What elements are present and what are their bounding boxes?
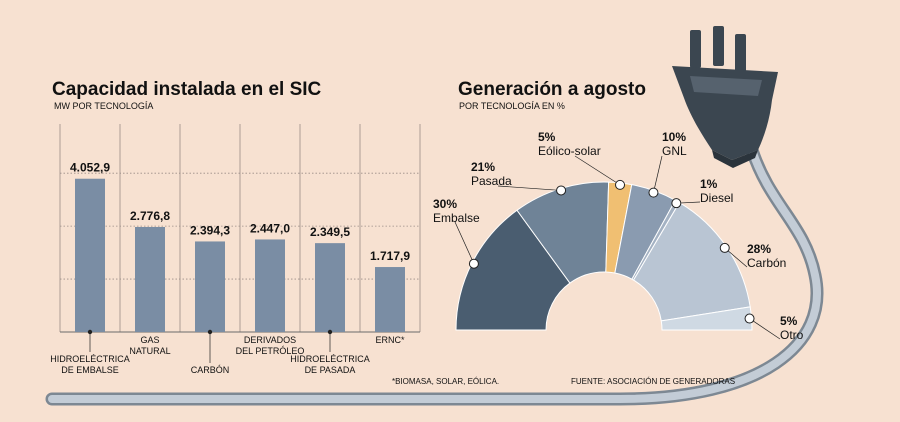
bar-category-text: DE PASADA: [305, 365, 356, 375]
donut-callout-leader: [454, 221, 475, 264]
donut-callout: 30%Embalse: [433, 197, 480, 269]
donut-callout-dot: [556, 185, 567, 196]
donut-callout-dot: [671, 198, 682, 209]
donut-category-label: Otro: [780, 328, 804, 342]
donut-callout-dot: [648, 187, 659, 198]
donut-callout-dot: [615, 179, 626, 190]
donut-percent-label: 21%: [471, 160, 495, 174]
bar-category-text: NATURAL: [129, 346, 170, 356]
bar: [75, 178, 105, 332]
donut-callout: 5%Otro: [744, 313, 804, 342]
donut-percent-label: 1%: [700, 177, 718, 191]
power-plug-icon: [672, 26, 778, 168]
donut-slice: [455, 209, 571, 331]
bar-chart-footnote: *BIOMASA, SOLAR, EÓLICA.: [392, 377, 499, 386]
donut-percent-label: 28%: [747, 242, 771, 256]
donut-callout-dot: [744, 313, 755, 324]
donut-chart-slices: [455, 181, 753, 331]
bar-value-label: 2.349,5: [310, 225, 350, 239]
donut-percent-label: 30%: [433, 197, 457, 211]
donut-callout-dot: [468, 258, 479, 269]
donut-callout-dot: [719, 242, 730, 253]
bar-chart-value-labels: 4.052,9 2.776,8 2.394,3 2.447,0 2.349,5 1.717…: [70, 161, 410, 263]
bar: [135, 226, 165, 332]
donut-percent-label: 5%: [538, 130, 556, 144]
bar-value-label: 2.776,8: [130, 209, 170, 223]
donut-chart-subtitle: POR TECNOLOGÍA EN %: [459, 101, 565, 111]
donut-category-label: Eólico-solar: [538, 144, 601, 158]
donut-callout-leader: [574, 155, 621, 186]
bar-label-dot: [327, 329, 333, 335]
bar-chart-grid: [59, 124, 421, 333]
bar-category-text: DEL PETRÓLEO: [236, 346, 305, 356]
bar: [195, 241, 225, 332]
donut-chart-source: FUENTE: ASOCIACIÓN DE GENERADORAS: [571, 377, 735, 386]
bar: [255, 239, 285, 332]
donut-chart-callouts: 30%Embalse21%Pasada5%Eólico-solar10%GNL1…: [433, 130, 804, 342]
bar-category-text: CARBÓN: [191, 365, 230, 375]
donut-callout: 28%Carbón: [719, 242, 786, 270]
bar-category-text: ERNC*: [375, 335, 405, 345]
bar-category-text: HIDROELÉCTRICA: [50, 354, 130, 364]
donut-percent-label: 10%: [662, 130, 686, 144]
donut-chart-title: Generación a agosto: [458, 79, 646, 100]
bar: [315, 243, 345, 332]
donut-callout: 10%GNL: [648, 130, 687, 198]
donut-callout-leader: [653, 155, 663, 193]
donut-category-label: Embalse: [433, 211, 480, 225]
bar-category-text: GAS: [140, 335, 159, 345]
bar-value-label: 4.052,9: [70, 161, 110, 175]
donut-category-label: Carbón: [747, 256, 786, 270]
donut-callout: 21%Pasada: [471, 160, 567, 196]
bar-category-text: DE EMBALSE: [61, 365, 119, 375]
bar-category-text: DERIVADOS: [244, 335, 296, 345]
donut-category-label: Diesel: [700, 191, 733, 205]
bar: [375, 267, 405, 332]
donut-callout-leader: [749, 318, 781, 340]
bar-chart-title: Capacidad instalada en el SIC: [52, 79, 322, 100]
bar-label-dot: [87, 329, 93, 335]
bar-value-label: 2.394,3: [190, 223, 230, 237]
bar-category-label: CARBÓN: [191, 329, 230, 375]
bar-category-label: ERNC*: [375, 335, 405, 345]
donut-callout: 5%Eólico-solar: [538, 130, 626, 190]
donut-callout-leader: [497, 185, 562, 191]
donut-category-label: Pasada: [471, 174, 512, 188]
bar-chart-subtitle: MW POR TECNOLOGÍA: [54, 101, 153, 111]
donut-percent-label: 5%: [780, 314, 798, 328]
bar-value-label: 2.447,0: [250, 221, 290, 235]
bar-label-dot: [207, 329, 213, 335]
bar-chart-bars: [75, 178, 405, 332]
donut-category-label: GNL: [662, 144, 687, 158]
bar-category-text: HIDROELÉCTRICA: [290, 354, 370, 364]
donut-callout: 1%Diesel: [671, 177, 733, 209]
bar-value-label: 1.717,9: [370, 249, 410, 263]
